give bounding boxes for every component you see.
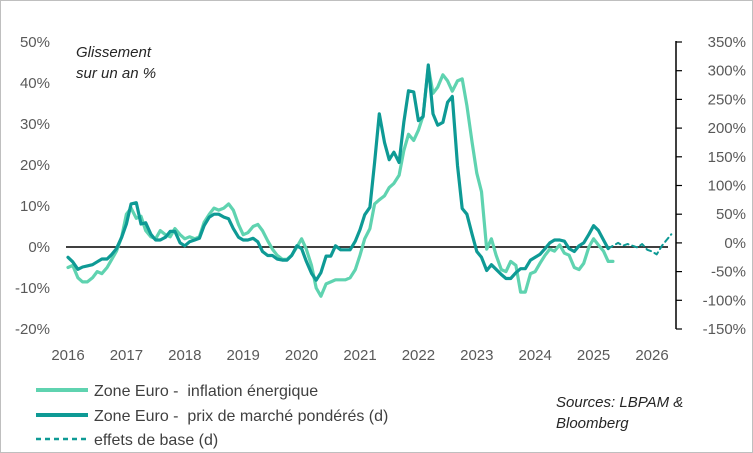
year-label: 2026 xyxy=(635,347,668,364)
left-tick-label: -20% xyxy=(15,321,50,338)
year-label: 2025 xyxy=(577,347,610,364)
left-tick-label: 20% xyxy=(20,157,50,174)
right-tick-label: 200% xyxy=(708,120,746,137)
right-tick-label: -50% xyxy=(711,264,746,281)
left-tick-label: 10% xyxy=(20,198,50,215)
left-axis-ticks: 50% 40% 30% 20% 10% 0% -10% -20% xyxy=(15,34,50,338)
legend: Zone Euro - inflation énergique Zone Eur… xyxy=(36,383,388,449)
x-axis-ticks: 2016 2017 2018 2019 2020 2021 2022 2023 2024 2025… xyxy=(51,347,668,364)
right-tick-label: 50% xyxy=(716,206,746,223)
year-label: 2018 xyxy=(168,347,201,364)
left-tick-label: 30% xyxy=(20,116,50,133)
series-layer xyxy=(66,63,673,298)
year-label: 2024 xyxy=(519,347,552,364)
right-tick-label: 300% xyxy=(708,63,746,80)
year-label: 2017 xyxy=(110,347,143,364)
series-line-market-prices xyxy=(66,63,610,282)
source-line-2: Bloomberg xyxy=(556,415,629,432)
left-tick-label: 0% xyxy=(28,239,50,256)
legend-label-market: Zone Euro - prix de marché pondérés (d) xyxy=(94,408,388,425)
year-label: 2023 xyxy=(460,347,493,364)
right-tick-label: 150% xyxy=(708,149,746,166)
series-line-energy-inflation xyxy=(66,65,615,298)
legend-label-energy: Zone Euro - inflation énergique xyxy=(94,383,318,400)
right-tick-label: -100% xyxy=(703,292,746,309)
annotation-line-1: Glissement xyxy=(76,44,152,61)
series-line-base-effects xyxy=(607,233,673,256)
right-tick-label: 100% xyxy=(708,178,746,195)
right-tick-label: -150% xyxy=(703,321,746,338)
year-label: 2022 xyxy=(402,347,435,364)
left-tick-label: -10% xyxy=(15,280,50,297)
legend-label-base: effets de base (d) xyxy=(94,432,218,449)
year-label: 2021 xyxy=(343,347,376,364)
right-tick-label: 350% xyxy=(708,34,746,51)
right-axis-ticks: 350% 300% 250% 200% 150% 100% 50% 0% -50% -100% -1… xyxy=(676,34,746,338)
right-tick-label: 250% xyxy=(708,91,746,108)
year-label: 2016 xyxy=(51,347,84,364)
right-tick-label: 0% xyxy=(724,235,746,252)
annotation-line-2: sur un an % xyxy=(76,65,156,82)
year-label: 2019 xyxy=(227,347,260,364)
left-tick-label: 50% xyxy=(20,34,50,51)
year-label: 2020 xyxy=(285,347,318,364)
source-line-1: Sources: LBPAM & xyxy=(556,394,683,411)
left-tick-label: 40% xyxy=(20,75,50,92)
